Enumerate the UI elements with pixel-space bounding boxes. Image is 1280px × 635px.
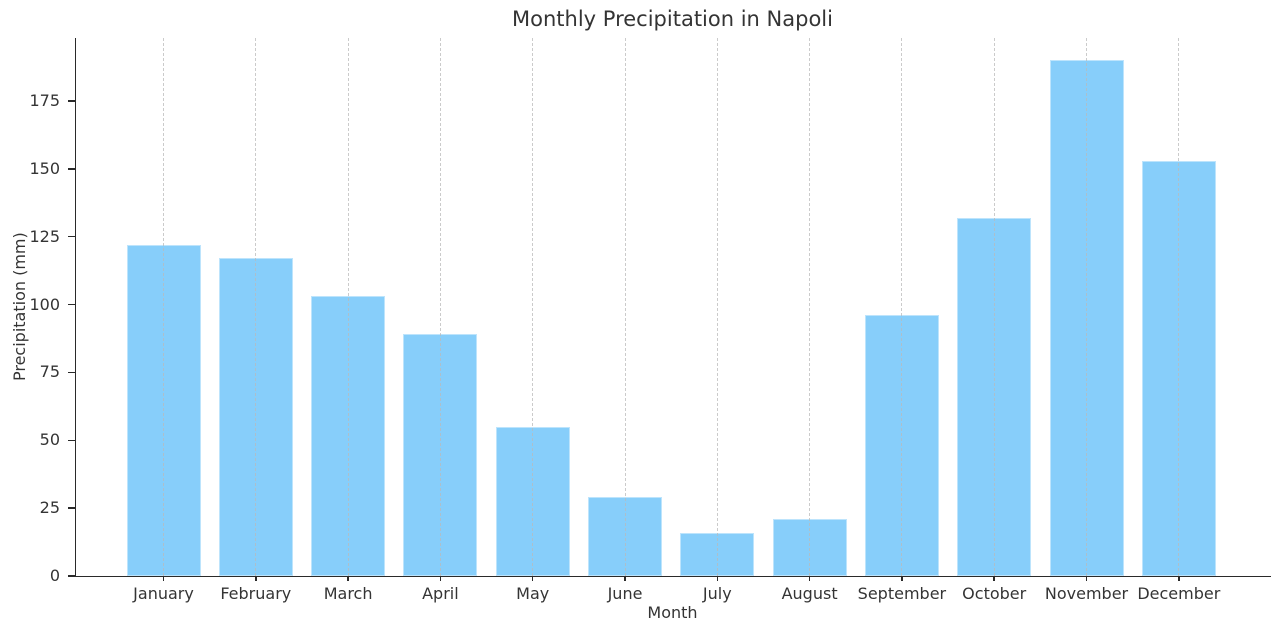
x-tick-label-december: December <box>1137 584 1221 603</box>
bar-march <box>311 296 386 576</box>
x-tick-mark-october <box>993 576 995 581</box>
x-tick-mark-february <box>255 576 257 581</box>
y-tick-mark-75 <box>67 371 75 374</box>
bar-december <box>1141 160 1216 576</box>
bar-august <box>772 519 847 576</box>
x-tick-label-march: March <box>323 584 373 603</box>
gridline-july <box>716 38 718 576</box>
y-tick-label-125: 125 <box>29 226 60 246</box>
bar-october <box>957 217 1032 576</box>
bar-february <box>218 258 293 576</box>
gridline-june <box>624 38 626 576</box>
x-tick-label-october: October <box>962 584 1027 603</box>
x-tick-label-january: January <box>133 584 194 603</box>
x-tick-label-september: September <box>857 584 947 603</box>
x-tick-mark-may <box>531 576 534 581</box>
x-tick-mark-september <box>901 576 903 581</box>
gridline-august <box>809 38 811 576</box>
y-tick-mark-50 <box>67 439 75 442</box>
bar-january <box>126 244 201 576</box>
x-tick-label-august: August <box>781 584 838 603</box>
y-tick-label-75: 75 <box>39 362 60 382</box>
y-tick-mark-150 <box>67 168 75 170</box>
x-tick-label-june: June <box>607 584 643 603</box>
x-tick-label-may: May <box>516 584 550 603</box>
y-tick-mark-25 <box>67 507 75 509</box>
bar-april <box>403 334 478 576</box>
x-tick-label-april: April <box>422 584 459 603</box>
x-tick-mark-march <box>347 576 349 581</box>
y-tick-mark-0 <box>67 575 75 577</box>
x-tick-label-november: November <box>1044 584 1129 603</box>
bar-november <box>1049 60 1124 576</box>
y-tick-mark-100 <box>67 303 75 306</box>
x-tick-mark-november <box>1085 576 1088 581</box>
y-tick-mark-125 <box>67 235 75 238</box>
x-tick-mark-july <box>716 576 719 581</box>
bar-june <box>588 497 662 576</box>
x-tick-mark-january <box>162 576 165 581</box>
x-axis-label: Month <box>647 603 698 622</box>
x-tick-label-july: July <box>702 584 732 603</box>
bar-september <box>864 315 939 576</box>
bar-may <box>495 426 570 576</box>
y-tick-label-150: 150 <box>29 158 60 178</box>
y-tick-label-0: 0 <box>49 566 60 585</box>
y-tick-label-50: 50 <box>39 430 60 450</box>
y-tick-label-100: 100 <box>29 294 60 314</box>
chart-title: Monthly Precipitation in Napoli <box>512 7 833 31</box>
y-tick-mark-175 <box>67 100 75 102</box>
y-tick-label-25: 25 <box>39 498 60 518</box>
x-tick-label-february: February <box>220 584 292 603</box>
x-tick-mark-december <box>1178 576 1180 581</box>
y-tick-label-175: 175 <box>29 90 60 110</box>
plot-area: January February March April May June July Augu… <box>29 38 1271 603</box>
x-tick-mark-april <box>439 576 442 581</box>
x-tick-mark-august <box>808 576 811 581</box>
bar-july <box>680 532 755 576</box>
x-tick-mark-june <box>624 576 626 581</box>
